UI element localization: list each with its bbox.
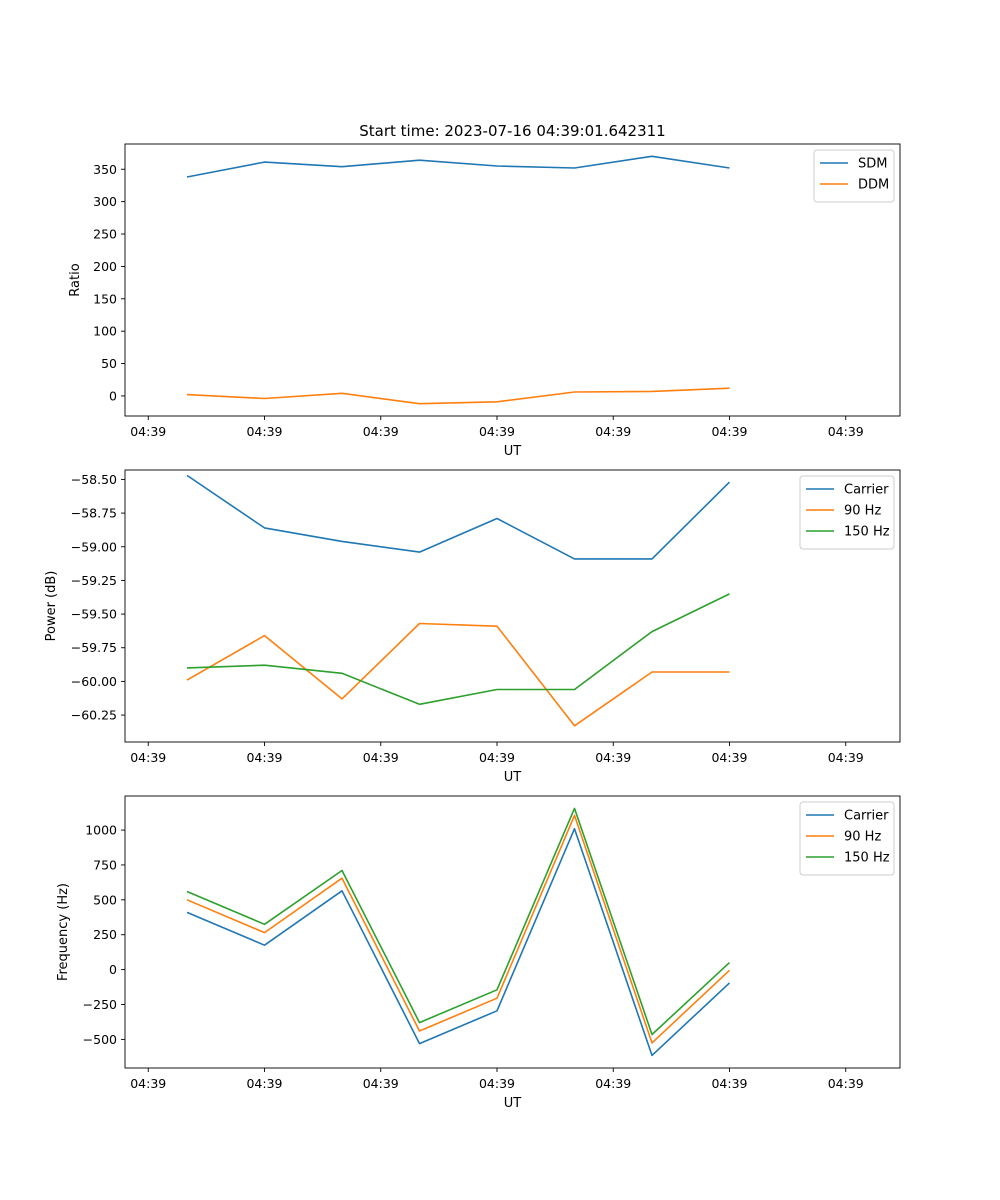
x-tick-label: 04:39 bbox=[246, 750, 282, 765]
y-tick-label: −60.25 bbox=[71, 708, 117, 723]
legend-label: 90 Hz bbox=[844, 504, 881, 519]
power-panel: 04:39 04:39 04:39 04:39 04:39 04:39 04:39 −60.2… bbox=[44, 469, 901, 785]
series-line-150-hz bbox=[186, 593, 730, 706]
y-tick-label: −500 bbox=[83, 1032, 117, 1047]
x-tick-label: 04:39 bbox=[595, 1076, 631, 1091]
y-tick-label: −59.00 bbox=[71, 539, 117, 554]
y-tick-label: 0 bbox=[109, 962, 117, 977]
x-tick-label: 04:39 bbox=[363, 1076, 399, 1091]
x-tick-label: 04:39 bbox=[711, 1076, 747, 1091]
x-axis-label: UT bbox=[504, 444, 522, 459]
series-line-carrier bbox=[186, 827, 731, 1057]
series-line-90-hz bbox=[186, 814, 731, 1044]
legend-label: 90 Hz bbox=[844, 830, 881, 845]
legend: Carrier 90 Hz 150 Hz bbox=[799, 475, 895, 550]
x-tick-label: 04:39 bbox=[828, 424, 864, 439]
axes-frame bbox=[124, 795, 901, 1069]
legend-label: 150 Hz bbox=[844, 525, 890, 540]
x-tick-label: 04:39 bbox=[479, 750, 515, 765]
x-tick-label: 04:39 bbox=[363, 750, 399, 765]
legend-label: SDM bbox=[858, 157, 887, 172]
legend-label: 150 Hz bbox=[844, 851, 890, 866]
series-line-sdm bbox=[186, 155, 730, 178]
frequency-panel: 04:39 04:39 04:39 04:39 04:39 04:39 04:39 −500 −… bbox=[56, 795, 901, 1111]
series-line-carrier bbox=[186, 474, 731, 560]
figure-title: Start time: 2023-07-16 04:39:01.642311 bbox=[359, 122, 665, 140]
x-tick-label: 04:39 bbox=[828, 750, 864, 765]
y-tick-label: 350 bbox=[93, 162, 117, 177]
y-tick-label: 200 bbox=[93, 259, 117, 274]
legend-label: Carrier bbox=[844, 809, 889, 824]
x-tick-label: 04:39 bbox=[363, 424, 399, 439]
y-tick-label: −58.75 bbox=[71, 506, 117, 521]
y-tick-label: −59.50 bbox=[71, 607, 117, 622]
y-tick-label: 500 bbox=[93, 892, 117, 907]
y-tick-label: 150 bbox=[93, 291, 117, 306]
x-tick-label: 04:39 bbox=[130, 424, 166, 439]
y-tick-label: 50 bbox=[101, 356, 117, 371]
legend: SDM DDM bbox=[813, 149, 895, 203]
y-axis-label: Power (dB) bbox=[44, 571, 59, 642]
y-tick-label: −250 bbox=[83, 997, 117, 1012]
x-tick-label: 04:39 bbox=[595, 424, 631, 439]
x-tick-label: 04:39 bbox=[711, 424, 747, 439]
series-line-90-hz bbox=[186, 622, 730, 727]
y-tick-label: −58.50 bbox=[71, 472, 117, 487]
y-tick-label: 1000 bbox=[85, 823, 117, 838]
axes-frame bbox=[124, 143, 901, 417]
y-tick-label: 300 bbox=[93, 194, 117, 209]
x-tick-label: 04:39 bbox=[130, 1076, 166, 1091]
y-axis-label: Ratio bbox=[68, 263, 83, 296]
x-tick-label: 04:39 bbox=[246, 1076, 282, 1091]
y-tick-label: 250 bbox=[93, 927, 117, 942]
y-axis-label: Frequency (Hz) bbox=[56, 883, 71, 981]
series-line-ddm bbox=[186, 387, 730, 405]
x-tick-label: 04:39 bbox=[246, 424, 282, 439]
y-tick-label: 100 bbox=[93, 324, 117, 339]
x-tick-label: 04:39 bbox=[479, 424, 515, 439]
x-axis-label: UT bbox=[504, 770, 522, 785]
legend-label: DDM bbox=[858, 178, 889, 193]
y-tick-label: 750 bbox=[93, 857, 117, 872]
y-tick-label: −59.75 bbox=[71, 640, 117, 655]
legend: Carrier 90 Hz 150 Hz bbox=[799, 801, 895, 876]
y-tick-label: 250 bbox=[93, 227, 117, 242]
axes-frame bbox=[124, 469, 901, 743]
x-tick-label: 04:39 bbox=[711, 750, 747, 765]
y-tick-label: 0 bbox=[109, 388, 117, 403]
y-tick-label: −60.00 bbox=[71, 674, 117, 689]
x-tick-label: 04:39 bbox=[479, 1076, 515, 1091]
x-tick-label: 04:39 bbox=[130, 750, 166, 765]
x-tick-label: 04:39 bbox=[828, 1076, 864, 1091]
x-tick-label: 04:39 bbox=[595, 750, 631, 765]
series-line-150-hz bbox=[186, 807, 731, 1036]
y-tick-label: −59.25 bbox=[71, 573, 117, 588]
x-axis-label: UT bbox=[504, 1096, 522, 1111]
ratio-panel: 04:39 04:39 04:39 04:39 04:39 04:39 04:39 0 50 10… bbox=[68, 143, 901, 459]
legend-label: Carrier bbox=[844, 483, 889, 498]
